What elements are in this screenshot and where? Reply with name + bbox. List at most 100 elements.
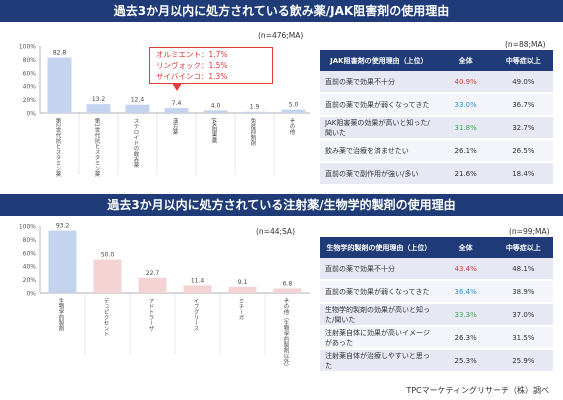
bar [48,230,77,293]
total-value: 26.3% [437,326,494,350]
y-tick-label: 60% [23,70,37,77]
y-tick-label: 80% [23,237,37,244]
y-tick-label: 40% [23,264,37,271]
reason-label: 直前の薬で副作用が強い/多い [320,162,438,186]
callout-line-3: サイバインコ：1.3% [156,72,228,81]
reason-label: 直前の薬で効果が弱くなってきた [320,280,438,304]
reason-label: 生物学的製剤の効果が高いと知った/聞いた [320,303,438,327]
x-category-label: ミチーガ [238,298,245,320]
x-category-label: イブグリース [193,298,200,331]
total-value: 25.3% [437,349,494,373]
total-value: 26.1% [437,139,494,163]
moderate-value: 49.0% [493,71,553,94]
bar-value-label: 12.4 [131,97,145,104]
oral-drug-bar-chart: 0% 20% 40% 60% 80% 100% 82.8 第2世代抗ヒスタミン薬 13.2 第1世… [19,44,310,178]
x-category-label: アドトラーザ [148,298,155,333]
callout-pointer [172,83,182,91]
x-category-label: 免疫抑制剤 [250,117,257,147]
total-value: 33.0% [437,93,494,117]
reason-label: 飲み薬で治療を済ませたい [320,139,438,163]
reason-label: 直前の薬で効果が弱くなってきた [320,93,438,117]
y-tick-label: 20% [23,277,37,284]
moderate-value: 32.7% [493,116,553,140]
reason-label: 直前の薬で効果不十分 [320,71,438,94]
bar-value-label: 9.1 [238,279,248,286]
moderate-value: 31.5% [493,326,553,350]
table-row: 直前の薬で効果不十分 43.4% 48.1% [320,258,553,281]
reason-label: 注射薬自体が治療しやすいと思った [320,349,438,373]
bar-value-label: 5.0 [289,102,299,109]
total-value: 31.8% [437,116,494,140]
moderate-value: 18.4% [493,162,553,186]
x-category-label: デュピクセント [103,297,110,337]
moderate-value: 37.0% [493,303,553,327]
table2-sample-size: (n=99;MA) [509,227,550,236]
bar [203,110,228,113]
bar-value-label: 6.8 [283,280,293,287]
x-category-label: ステロイドの飲み薬 [133,118,140,169]
x-category-label: JAK阻害薬 [211,117,218,145]
bar-value-label: 1.9 [250,104,260,111]
chart1-sample-size: (n=476;MA) [258,31,304,40]
total-value: 43.4% [437,258,494,281]
bar [138,277,167,293]
table-row: 飲み薬で治療を済ませたい 26.1% 26.5% [320,139,553,163]
col-header-moderate: 中等症以上 [493,50,553,71]
y-tick-label: 100% [19,224,36,231]
source-credit: TPCマーケティングリサーチ（株）調べ [406,386,549,395]
bar [281,109,306,113]
section2-title: 過去3か月以内に処方されている注射薬/生物学的製剤の使用理由 [0,194,563,216]
col-header-reason: 生物学的製剤の使用理由（上位） [320,237,438,258]
bar-value-label: 22.7 [146,270,160,277]
injection-bar-chart: 0% 20% 40% 60% 80% 100% 93.2 生物学的製剤 50.0 デュピクセント 2… [19,223,310,370]
callout-line-2: リンヴォック：1.5% [156,61,228,70]
bar-value-label: 4.0 [211,102,221,109]
y-tick-label: 0% [26,111,36,118]
total-value: 33.3% [437,303,494,327]
x-category-label: 第2世代抗ヒスタミン薬 [55,117,62,178]
moderate-value: 25.9% [493,349,553,373]
reason-label: 直前の薬で効果不十分 [320,258,438,281]
moderate-value: 36.7% [493,93,553,117]
x-category-label: 第1世代抗ヒスタミン薬 [94,117,101,178]
table-row: JAK阻害薬の効果が高いと知った/聞いた 31.8% 32.7% [320,116,553,140]
biologic-reasons-table: 生物学的製剤の使用理由（上位） 全体 中等症以上 直前の薬で効果不十分 43.4%… [320,237,553,373]
bar [228,286,257,293]
moderate-value: 26.5% [493,139,553,163]
bar-value-label: 93.2 [56,223,70,230]
moderate-value: 48.1% [493,258,553,281]
bar [86,104,111,113]
table-row: 直前の薬で副作用が強い/多い 21.6% 18.4% [320,162,553,186]
chart2-sample-size: (n=44;SA) [256,227,295,236]
bar [93,259,122,293]
bar-value-label: 50.0 [101,252,115,259]
reason-label: 注射薬自体に効果が高いイメージがあった [320,326,438,350]
col-header-total: 全体 [437,237,494,258]
y-tick-label: 20% [23,97,37,104]
x-category-label: その他 [289,118,296,136]
jak-reasons-table: JAK阻害剤の使用理由（上位） 全体 中等症以上 直前の薬で効果不十分 40.9%… [320,50,553,186]
col-header-total: 全体 [437,50,494,71]
col-header-reason: JAK阻害剤の使用理由（上位） [320,50,438,71]
total-value: 36.4% [437,280,494,304]
table-row: 直前の薬で効果が弱くなってきた 36.4% 38.9% [320,280,553,304]
table-row: 生物学的製剤の効果が高いと知った/聞いた 33.3% 37.0% [320,303,553,327]
bar [273,288,302,293]
table-row: 注射薬自体が治療しやすいと思った 25.3% 25.9% [320,349,553,373]
bar [242,111,267,113]
jak-breakdown-callout: オルミエント：1.7% リンヴォック：1.5% サイバインコ：1.3% [149,47,273,84]
x-category-label: 生物学的製剤 [58,297,65,333]
bar [125,104,150,113]
table-row: 直前の薬で効果不十分 40.9% 49.0% [320,71,553,94]
bar [47,57,72,113]
moderate-value: 38.9% [493,280,553,304]
col-header-moderate: 中等症以上 [493,237,553,258]
x-category-label: その他（生物学的製剤以外） [283,298,290,370]
bar [164,108,189,113]
x-category-label: 漢方薬 [172,117,179,136]
bar [183,285,212,293]
bar-value-label: 82.8 [53,50,67,57]
table1-sample-size: (n=88;MA) [505,40,546,49]
y-tick-label: 40% [23,84,37,91]
bar-value-label: 13.2 [92,96,106,103]
